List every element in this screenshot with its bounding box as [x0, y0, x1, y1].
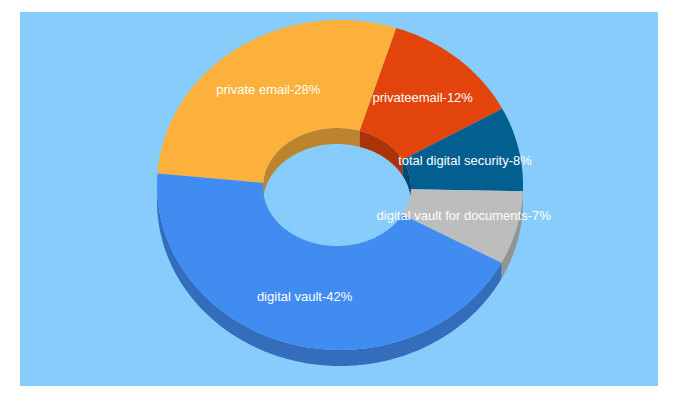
slice-label: privateemail-12% [372, 90, 473, 105]
background [20, 12, 658, 386]
slice-label: private email-28% [216, 82, 320, 97]
slice [157, 173, 501, 350]
chart: private email-28% privateemail-12% total d… [0, 0, 680, 400]
slice [403, 109, 523, 191]
slice [157, 20, 396, 183]
slice-label: total digital security-8% [398, 153, 532, 168]
slices [157, 20, 523, 350]
labels: private email-28% privateemail-12% total d… [216, 82, 551, 304]
slice-label: digital vault-42% [257, 289, 353, 304]
slice-label: digital vault for documents-7% [377, 208, 552, 223]
